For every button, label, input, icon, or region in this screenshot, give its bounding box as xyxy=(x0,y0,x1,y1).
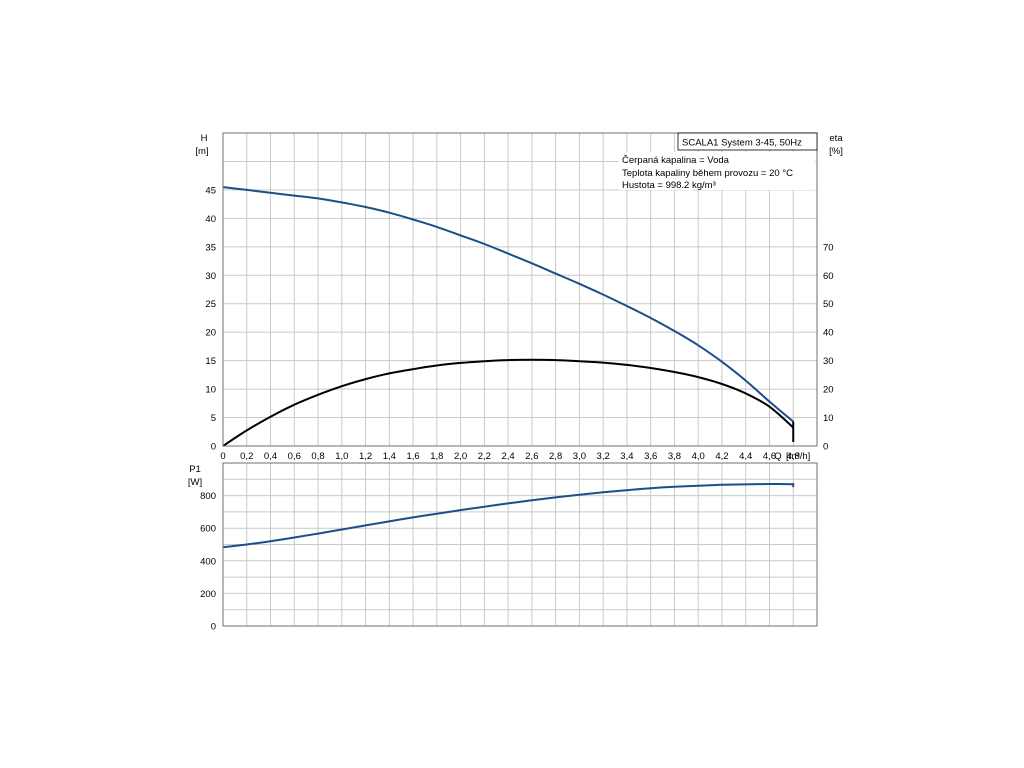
p1-tick-label: 800 xyxy=(200,491,216,502)
x-tick-label: 0 xyxy=(220,451,225,462)
x-tick-label: 4,4 xyxy=(739,451,752,462)
y-tick-label: 35 xyxy=(205,242,216,253)
y-axis-unit: [m] xyxy=(195,146,208,157)
x-tick-label: 1,4 xyxy=(383,451,396,462)
x-tick-label: 4,0 xyxy=(692,451,705,462)
head-curve xyxy=(222,186,794,423)
x-tick-label: 1,2 xyxy=(359,451,372,462)
x-axis-prefix: Q xyxy=(774,451,781,462)
note-density: Hustota = 998.2 kg/m³ xyxy=(622,180,716,191)
x-tick-label: 4,6 xyxy=(763,451,776,462)
y-tick-label: 30 xyxy=(205,271,216,282)
title-box xyxy=(677,132,818,151)
y-tick-label: 15 xyxy=(205,356,216,367)
x-tick-label: 1,6 xyxy=(406,451,419,462)
y-tick-label: 25 xyxy=(205,299,216,310)
x-tick-label: 2,6 xyxy=(525,451,538,462)
power-curve xyxy=(222,482,794,549)
x-tick-label: 0,8 xyxy=(311,451,324,462)
y2-tick-label: 60 xyxy=(823,271,834,282)
y-axis-label: H xyxy=(201,133,208,144)
y2-tick-label: 30 xyxy=(823,356,834,367)
x-tick-label: 3,0 xyxy=(573,451,586,462)
efficiency-curve xyxy=(222,358,794,447)
p1-tick-label: 600 xyxy=(200,524,216,535)
note-temperature: Teplota kapaliny během provozu = 20 °C xyxy=(622,168,793,179)
p1-axis-unit: [W] xyxy=(188,477,202,488)
x-tick-label: 2,8 xyxy=(549,451,562,462)
x-tick-label: 2,2 xyxy=(478,451,491,462)
chart-curves xyxy=(222,186,795,549)
x-tick-label: 4,8 xyxy=(787,451,800,462)
notes-background xyxy=(619,152,815,190)
bottom-chart-frame xyxy=(222,462,818,627)
y-tick-label: 5 xyxy=(211,413,216,424)
y2-tick-label: 70 xyxy=(823,242,834,253)
x-tick-label: 3,6 xyxy=(644,451,657,462)
y2-tick-label: 0 xyxy=(823,442,828,453)
x-tick-label: 0,6 xyxy=(288,451,301,462)
y-tick-label: 20 xyxy=(205,328,216,339)
y2-axis-label: eta xyxy=(829,133,843,144)
y2-tick-label: 40 xyxy=(823,328,834,339)
x-tick-label: 4,2 xyxy=(715,451,728,462)
x-tick-label: 1,0 xyxy=(335,451,348,462)
x-tick-label: 2,0 xyxy=(454,451,467,462)
x-tick-label: 0,2 xyxy=(240,451,253,462)
y2-tick-label: 10 xyxy=(823,413,834,424)
x-tick-label: 2,4 xyxy=(502,451,515,462)
y2-tick-label: 20 xyxy=(823,385,834,396)
x-tick-label: 1,8 xyxy=(430,451,443,462)
y-tick-label: 45 xyxy=(205,185,216,196)
x-tick-label: 3,2 xyxy=(597,451,610,462)
top-chart-frame xyxy=(222,132,818,447)
note-liquid: Čerpaná kapalina = Voda xyxy=(622,155,730,166)
tick-labels: 0 0,2 0,4 0,6 0,8 1,0 1,2 1,4 1,6 1,8 2,0 2,2 2,4 2,6… xyxy=(200,185,833,632)
x-tick-label: 3,8 xyxy=(668,451,681,462)
y-tick-label: 40 xyxy=(205,214,216,225)
p1-tick-label: 400 xyxy=(200,556,216,567)
x-tick-label: 3,4 xyxy=(620,451,633,462)
p1-tick-label: 0 xyxy=(211,622,216,633)
x-axis-unit: [m³/h] xyxy=(786,451,810,462)
y-tick-label: 0 xyxy=(211,442,216,453)
x-tick-label: 0,4 xyxy=(264,451,277,462)
y2-axis-unit: [%] xyxy=(829,146,843,157)
p1-tick-label: 200 xyxy=(200,589,216,600)
bottom-chart-grid xyxy=(223,463,817,626)
chart-title: SCALA1 System 3-45, 50Hz xyxy=(682,138,802,149)
p1-axis-label: P1 xyxy=(189,464,201,475)
y-tick-label: 10 xyxy=(205,385,216,396)
y2-tick-label: 50 xyxy=(823,299,834,310)
top-chart-grid xyxy=(223,133,817,446)
